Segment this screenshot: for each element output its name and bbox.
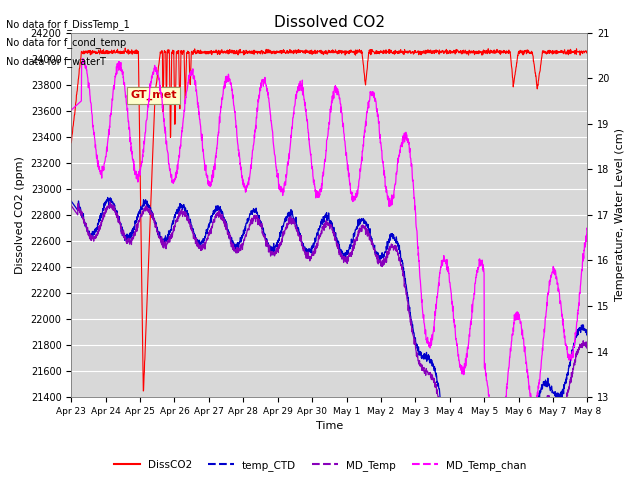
- Text: No data for f_waterT: No data for f_waterT: [6, 56, 106, 67]
- Text: No data for f_DissTemp_1: No data for f_DissTemp_1: [6, 19, 130, 30]
- Y-axis label: Temperature, Water Level (cm): Temperature, Water Level (cm): [615, 128, 625, 301]
- X-axis label: Time: Time: [316, 421, 343, 432]
- Y-axis label: Dissolved CO2 (ppm): Dissolved CO2 (ppm): [15, 156, 25, 274]
- Legend: DissCO2, temp_CTD, MD_Temp, MD_Temp_chan: DissCO2, temp_CTD, MD_Temp, MD_Temp_chan: [109, 456, 531, 475]
- Text: No data for f_cond_temp: No data for f_cond_temp: [6, 37, 127, 48]
- Text: GT_met: GT_met: [131, 90, 177, 100]
- Title: Dissolved CO2: Dissolved CO2: [274, 15, 385, 30]
